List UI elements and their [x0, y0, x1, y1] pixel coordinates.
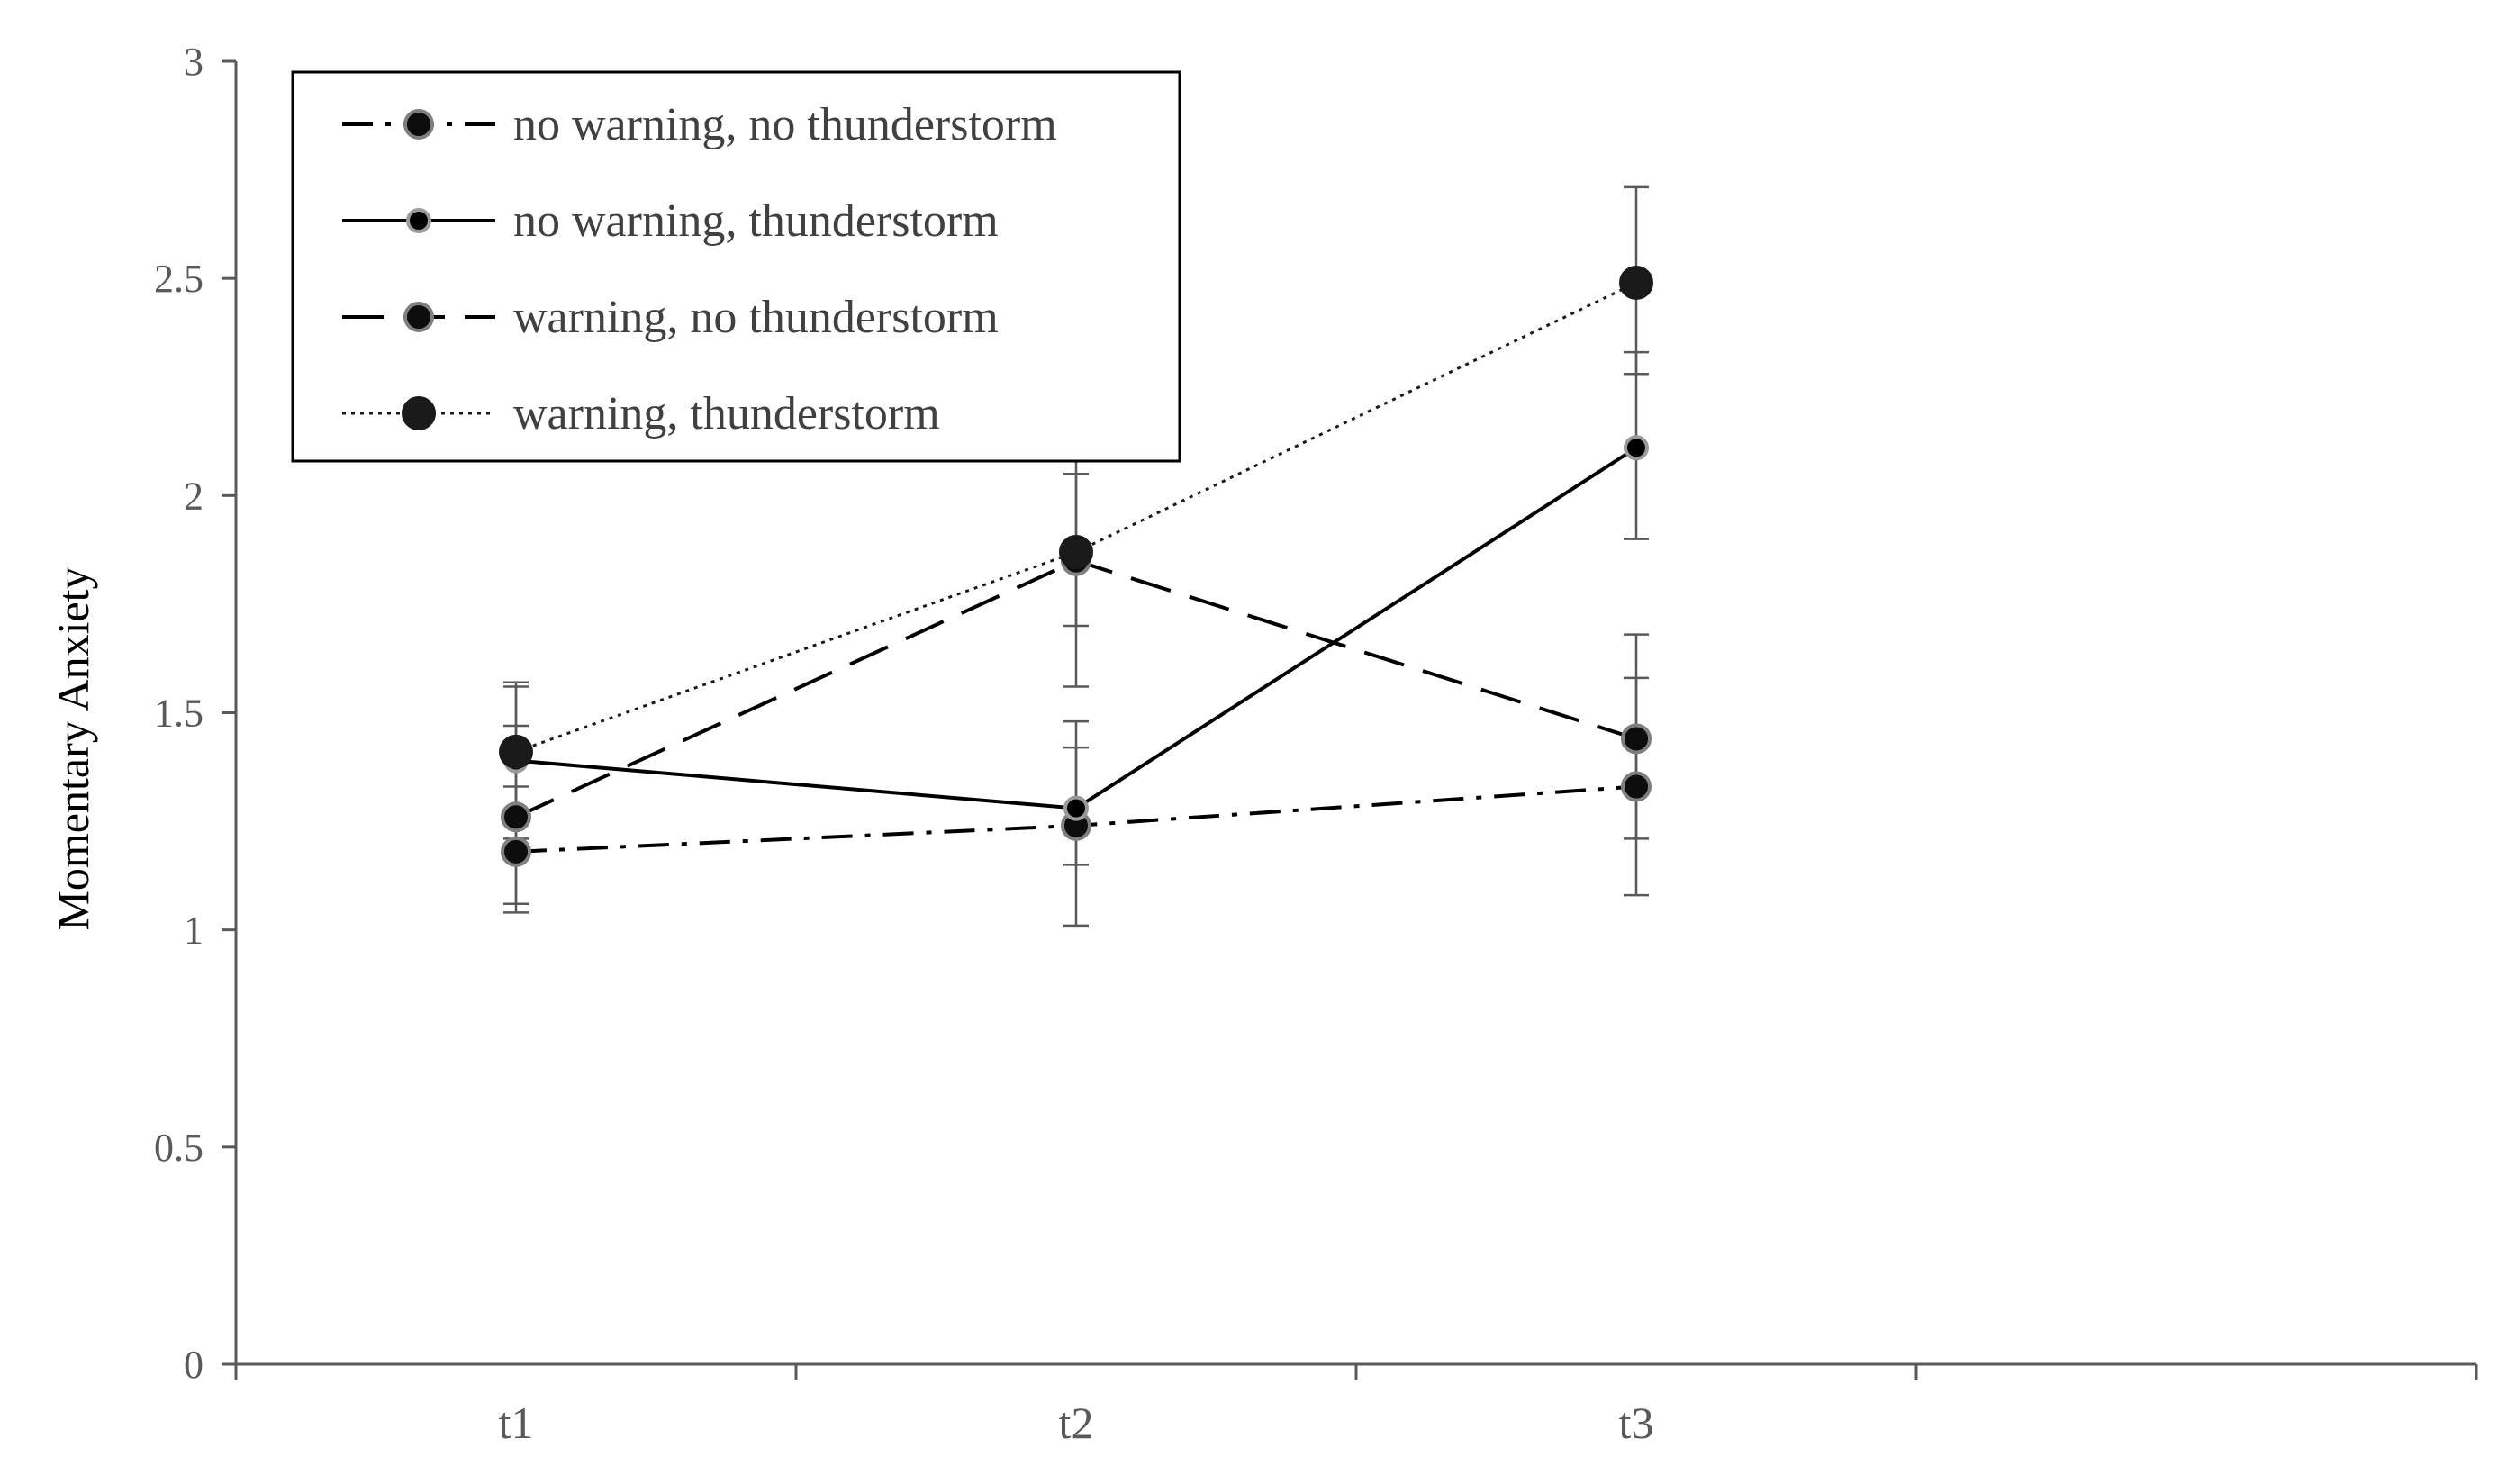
y-tick-label: 0.5: [154, 1126, 204, 1170]
legend-marker: [403, 302, 434, 332]
legend-item: warning, thunderstorm: [342, 388, 940, 439]
y-tick-label: 0: [184, 1343, 204, 1387]
data-point: [1619, 265, 1653, 300]
data-point: [501, 801, 531, 833]
legend-item: no warning, no thunderstorm: [342, 99, 1057, 150]
legend-label: no warning, no thunderstorm: [513, 99, 1057, 150]
series-markers-3: [499, 265, 1653, 769]
legend-label: warning, thunderstorm: [513, 388, 940, 439]
legend-label: warning, no thunderstorm: [513, 292, 999, 343]
y-axis-title: Momentary Anxiety: [48, 566, 98, 930]
data-point: [499, 734, 533, 769]
y-tick-label: 2: [184, 474, 204, 518]
data-point: [501, 836, 531, 867]
x-tick-label: t2: [1059, 1398, 1094, 1448]
y-tick-label: 3: [184, 40, 204, 84]
legend-item: warning, no thunderstorm: [342, 292, 999, 343]
legend-box: [291, 70, 1181, 463]
x-tick-label: t1: [499, 1398, 534, 1448]
legend-marker: [403, 109, 434, 140]
axes: 0 0.5 1 1.5 2 2.5 3 t1 t2 t3 Momentary Anxiety: [48, 40, 2478, 1448]
series-markers-0: [501, 771, 1652, 867]
data-point: [1059, 535, 1093, 570]
series-layer: [499, 186, 1653, 928]
data-point: [1624, 435, 1649, 461]
legend-label: no warning, thunderstorm: [513, 195, 999, 247]
legend: no warning, no thunderstorm no warning, t…: [291, 70, 1181, 463]
y-tick-label: 1.5: [154, 692, 204, 736]
x-tick-label: t3: [1619, 1398, 1654, 1448]
data-point: [1621, 723, 1652, 755]
data-point: [1063, 795, 1089, 821]
legend-item: no warning, thunderstorm: [342, 195, 999, 247]
legend-marker: [406, 208, 431, 233]
y-tick-label: 2.5: [154, 257, 204, 301]
y-tick-label: 1: [184, 909, 204, 953]
legend-marker: [402, 396, 436, 430]
data-point: [1621, 771, 1652, 802]
